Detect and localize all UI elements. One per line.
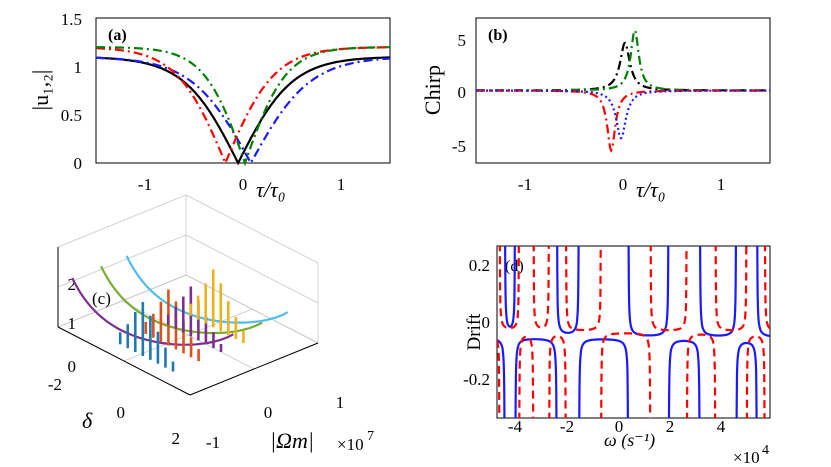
panel-c-curve (125, 255, 289, 324)
panel-c-gridline (57, 194, 187, 248)
panel-c-axis (189, 342, 319, 396)
panel-b-series-line (476, 89, 770, 140)
panel-d-xtick: 2 (666, 417, 675, 436)
panel-d-series-line (497, 246, 770, 418)
panel-b-ytick: 0 (458, 83, 467, 102)
panel-c-gridline (185, 274, 319, 344)
panel-d-ylabel: Drift (464, 313, 485, 351)
panel-c-xticks: -1 0 1 (206, 393, 344, 452)
panel-b-ylabel: Chirp (420, 65, 445, 115)
panel-c-xlabel: |Ωm| (270, 428, 314, 453)
panel-c: (c) 0 1 2 -2 0 2 -1 0 1 |Ωm| δ ×10 7 (48, 194, 374, 454)
panel-c-ztick: 2 (68, 275, 77, 294)
panel-b-xtick: -1 (518, 175, 532, 194)
panel-d-multiplier-exp: 4 (762, 443, 769, 458)
panel-b-xtick: 1 (717, 175, 726, 194)
panel-c-xtick: 0 (264, 403, 273, 422)
panel-a-label: (a) (108, 27, 127, 44)
panel-b-xticks: -1 0 1 (518, 175, 725, 194)
panel-c-curve (100, 265, 263, 335)
panel-d-xticks: -4 -2 0 2 4 (508, 417, 726, 436)
panel-c-ytick: 2 (172, 429, 181, 448)
panel-b-series-line (476, 89, 770, 153)
panel-c-multiplier-exp: 7 (367, 429, 374, 444)
panel-c-yticks: -2 0 2 (48, 375, 180, 448)
panel-d-frame (496, 245, 771, 419)
panel-c-ylabel: δ (82, 408, 93, 433)
panel-b-xtick: 0 (619, 175, 628, 194)
panel-a-xticks: -1 0 1 (138, 175, 345, 194)
panel-a-xtick: 1 (337, 175, 346, 194)
panel-b-label: (b) (488, 27, 508, 44)
panel-c-axis (57, 326, 191, 396)
panel-a: (a) 0 0.5 1 1.5 -1 0 1 τ/τ₀ |u₁,₂| (28, 10, 391, 202)
panel-c-gridline (57, 234, 187, 288)
panel-c-xtick: -1 (206, 433, 220, 452)
panel-c-multiplier: ×10 (337, 435, 364, 454)
panel-d-ytick: 0 (482, 313, 491, 332)
panel-a-frame (95, 17, 391, 164)
panel-c-stems (118, 269, 245, 372)
panel-c-ytick: -2 (48, 375, 62, 394)
panel-d-series (497, 246, 770, 418)
panel-c-gridline (123, 308, 253, 362)
panel-a-series (96, 46, 391, 167)
panel-b-xlabel: τ/τ₀ (636, 177, 666, 202)
panel-d-multiplier: ×10 (733, 448, 760, 467)
panel-b: (b) -5 0 5 -1 0 1 τ/τ₀ Chirp (420, 17, 771, 202)
panel-d: (d) -0.2 0 0.2 -4 -2 0 2 4 ω (s⁻¹) Drift… (463, 245, 771, 467)
panel-c-ytick: 0 (117, 403, 126, 422)
panel-d-ytick: -0.2 (463, 370, 490, 389)
panel-d-yticks: -0.2 0 0.2 (463, 256, 490, 389)
panel-b-yticks: -5 0 5 (452, 31, 466, 156)
panel-a-xtick: 0 (239, 175, 248, 194)
panel-c-zticks: 0 1 2 (68, 275, 77, 376)
panel-a-xlabel: τ/τ₀ (256, 177, 286, 202)
panel-a-xtick: -1 (138, 175, 152, 194)
panel-d-series-line (497, 246, 770, 418)
panel-a-series-line (96, 46, 390, 166)
panel-a-ytick: 0 (74, 154, 83, 173)
panel-d-xtick: -2 (560, 417, 574, 436)
panel-d-xlabel: ω (s⁻¹) (604, 430, 655, 451)
panel-d-xtick: 4 (717, 417, 726, 436)
panel-c-gridline (185, 234, 319, 304)
panel-a-ytick: 1.5 (61, 10, 82, 29)
panel-a-series-line (96, 56, 391, 166)
panel-c-ztick: 1 (68, 314, 77, 333)
panel-a-ytick: 1 (74, 58, 83, 77)
panel-d-xtick: -4 (508, 417, 523, 436)
panel-a-ytick: 0.5 (61, 106, 82, 125)
panel-a-series-line (96, 56, 391, 166)
panel-c-ztick: 0 (68, 357, 77, 376)
panel-b-series (476, 28, 770, 153)
panel-c-gridline (185, 194, 319, 264)
panel-a-yticks: 0 0.5 1 1.5 (61, 10, 82, 173)
panel-c-box (57, 194, 319, 396)
panel-b-series-line (476, 28, 770, 92)
panel-d-ytick: 0.2 (469, 256, 490, 275)
panel-c-label: (c) (92, 289, 111, 308)
panel-a-ylabel: |u₁,₂| (28, 70, 53, 111)
panel-d-xtick: 0 (615, 417, 624, 436)
panel-b-ytick: 5 (458, 31, 467, 50)
panel-b-ytick: -5 (452, 137, 466, 156)
panel-c-gridline (57, 274, 187, 328)
panel-c-xtick: 1 (336, 393, 345, 412)
